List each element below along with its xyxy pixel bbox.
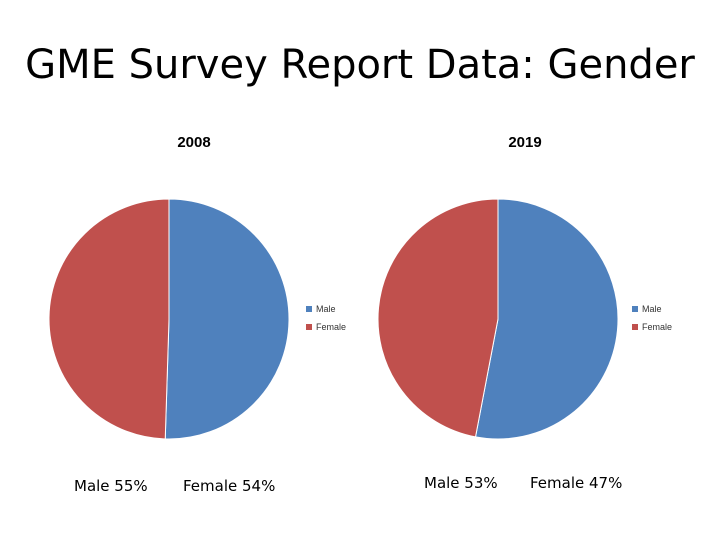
caption-2019-female: Female 47% (530, 474, 623, 492)
legend-label-male: Male (316, 304, 336, 314)
legend-label-female: Female (316, 322, 347, 332)
legend-swatch-male (306, 306, 312, 312)
chart-title-2019: 2019 (508, 134, 542, 151)
slide-title: GME Survey Report Data: Gender (25, 42, 695, 88)
caption-2008-male: Male 55% (74, 477, 148, 495)
legend-swatch-female (632, 324, 638, 330)
legend-swatch-male (632, 306, 638, 312)
caption-2008-female: Female 54% (183, 477, 276, 495)
pie-chart-2019 (377, 198, 619, 440)
legend-label-male: Male (642, 304, 662, 314)
legend-swatch-female (306, 324, 312, 330)
legend-item-female: Female (632, 318, 672, 336)
pie-slice-male (164, 198, 290, 440)
chart-title-2008: 2008 (177, 134, 211, 151)
legend-item-male: Male (306, 300, 346, 318)
pie-slice-female (48, 198, 170, 440)
pie-slice-female (377, 198, 499, 438)
legend-item-female: Female (306, 318, 346, 336)
pie-chart-2008 (48, 198, 290, 440)
pie-slice-male (474, 198, 619, 440)
legend-2008: Male Female (306, 300, 346, 336)
legend-label-female: Female (642, 322, 673, 332)
legend-2019: Male Female (632, 300, 672, 336)
caption-2019-male: Male 53% (424, 474, 498, 492)
legend-item-male: Male (632, 300, 672, 318)
